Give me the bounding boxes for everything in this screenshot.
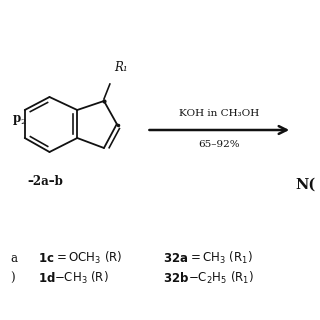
Text: R₁: R₁ — [114, 61, 127, 74]
Text: $\mathbf{p}_2$: $\mathbf{p}_2$ — [12, 113, 27, 127]
Text: $\mathbf{32a}$: $\mathbf{32a}$ — [163, 252, 189, 265]
Text: $\mathbf{32b}$: $\mathbf{32b}$ — [163, 271, 189, 285]
Text: –2a–b: –2a–b — [28, 175, 64, 188]
Text: a: a — [10, 252, 17, 265]
Text: N(: N( — [295, 178, 315, 192]
Text: $- \mathrm{C_2H_5}$ ($\mathrm{R_1}$): $- \mathrm{C_2H_5}$ ($\mathrm{R_1}$) — [188, 270, 254, 286]
Text: $\mathbf{1c}$: $\mathbf{1c}$ — [38, 252, 54, 265]
Text: $= \mathrm{OCH_3}$ (R): $= \mathrm{OCH_3}$ (R) — [54, 250, 123, 266]
Text: $\mathbf{1d}$: $\mathbf{1d}$ — [38, 271, 55, 285]
Text: $= \mathrm{CH_3}$ ($\mathrm{R_1}$): $= \mathrm{CH_3}$ ($\mathrm{R_1}$) — [188, 250, 253, 266]
Text: KOH in CH₃OH: KOH in CH₃OH — [179, 109, 260, 118]
Text: 65–92%: 65–92% — [198, 140, 240, 149]
Text: $- \mathrm{CH_3}$ (R): $- \mathrm{CH_3}$ (R) — [54, 270, 109, 286]
Text: ): ) — [10, 271, 14, 284]
